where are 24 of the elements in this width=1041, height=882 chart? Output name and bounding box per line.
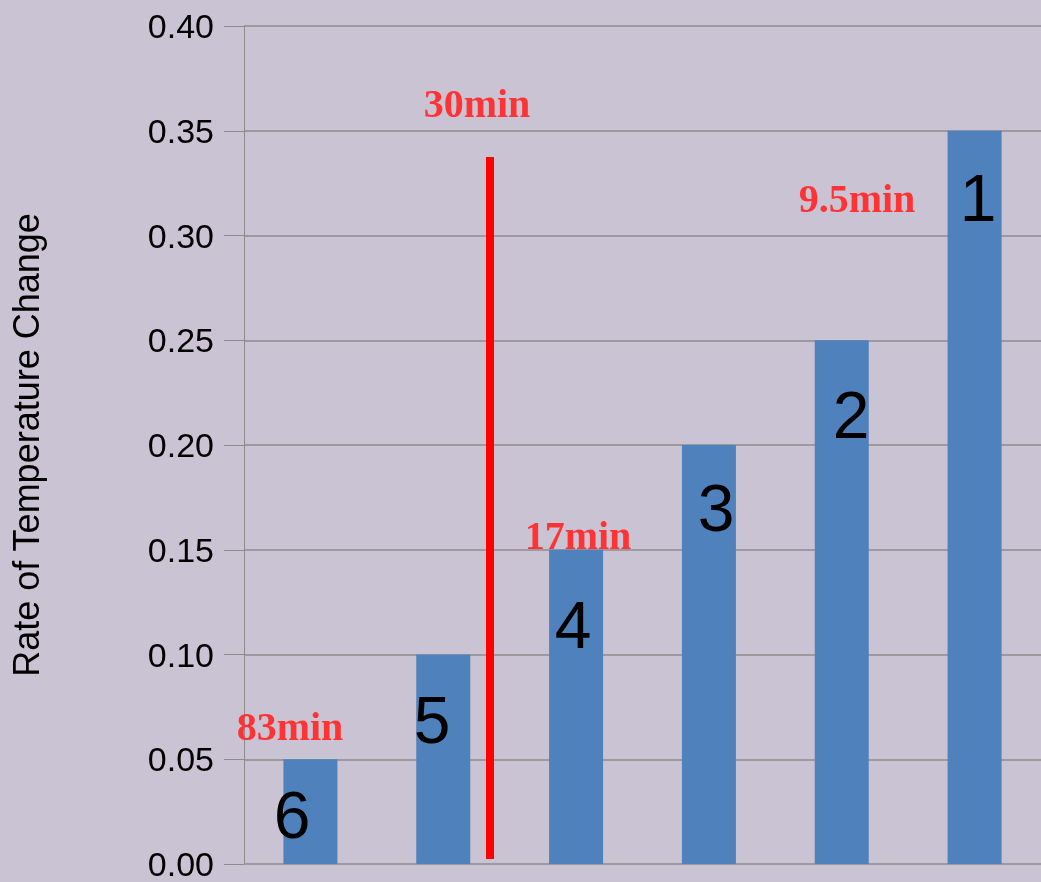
annotation: 4 (554, 588, 592, 662)
annotation: 9.5min (798, 175, 916, 221)
bar (549, 549, 604, 864)
y-tick-label: 0.25 (147, 321, 214, 360)
annotation: 5 (413, 683, 451, 757)
y-tick-label: 0.10 (147, 635, 214, 674)
y-tick-label: 0.15 (147, 530, 214, 569)
annotation: 2 (832, 378, 870, 452)
y-tick-label: 0.20 (147, 426, 214, 464)
y-tick-label: 0.00 (147, 845, 214, 882)
annotation: 1 (959, 161, 997, 235)
annotation: 3 (697, 471, 735, 545)
y-tick-label: 0.30 (147, 216, 214, 255)
bar (416, 654, 471, 864)
annotation: 83min (236, 703, 344, 749)
annotation: 17min (524, 512, 632, 558)
y-tick-label: 0.05 (147, 740, 214, 779)
bar (947, 130, 1002, 864)
y-tick-label: 0.40 (147, 7, 214, 45)
y-tick-label: 0.35 (147, 111, 214, 150)
y-axis-title: Rate of Temperature Change (5, 213, 47, 677)
annotation: 30min (423, 80, 531, 126)
bar (681, 445, 736, 864)
bar (814, 340, 869, 864)
